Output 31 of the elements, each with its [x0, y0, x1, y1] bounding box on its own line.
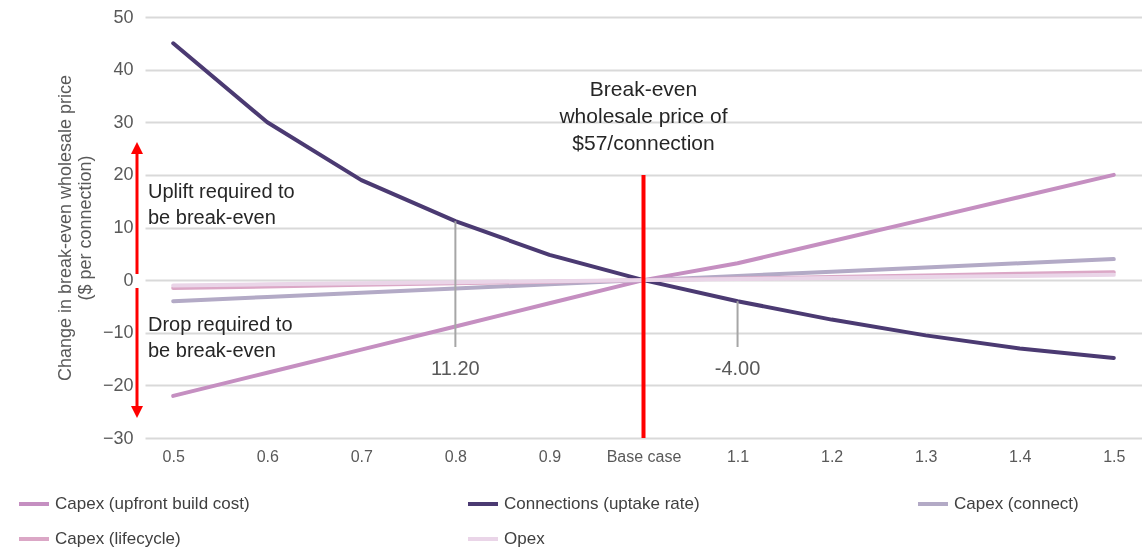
x-tick-label: 0.7	[350, 447, 374, 465]
x-tick-label: 1.4	[1009, 447, 1032, 465]
legend-label: Connections (uptake rate)	[504, 494, 700, 513]
ref-line-label: Break-even wholesale price of $57/connection	[558, 77, 728, 154]
annotation: 11.20	[431, 357, 480, 379]
y-tick-label: −30	[102, 427, 134, 448]
y-tick-label: 20	[113, 164, 134, 185]
y-tick-label: 0	[123, 269, 134, 290]
y-tick-label: 40	[113, 59, 134, 80]
annotation: -4.00	[714, 357, 761, 379]
x-tick-label: 0.6	[256, 447, 279, 465]
y-tick-label: −20	[102, 374, 134, 395]
x-tick-label: 0.9	[538, 447, 562, 465]
x-tick-label: Base case	[606, 447, 682, 465]
x-tick-label: 0.5	[162, 447, 185, 465]
annotation: Drop required to be break-even	[148, 313, 293, 361]
y-tick-label: −10	[102, 322, 134, 343]
legend-label: Capex (connect)	[954, 494, 1079, 513]
y-axis-title: Change in break-even wholesale price ($ per connection)	[54, 74, 95, 382]
x-tick-label: 1.1	[726, 447, 750, 465]
legend-label: Capex (upfront build cost)	[55, 494, 250, 513]
annotation: Uplift required to be break-even	[148, 180, 295, 228]
y-tick-label: 10	[113, 217, 134, 237]
x-tick-label: 1.3	[915, 447, 938, 465]
x-tick-label: 1.5	[1103, 447, 1126, 465]
y-tick-label: 30	[113, 111, 134, 132]
legend-label: Capex (lifecycle)	[55, 529, 181, 548]
y-tick-label: 50	[113, 6, 134, 27]
x-tick-label: 1.2	[820, 447, 844, 465]
x-tick-label: 0.8	[444, 447, 468, 465]
legend-label: Opex	[504, 529, 546, 548]
